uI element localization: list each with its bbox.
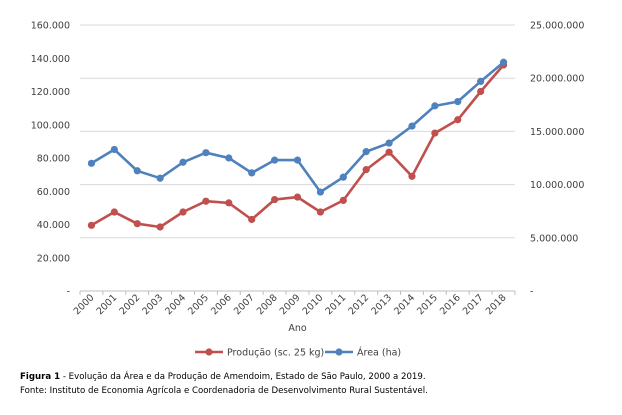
x-tick-label: 2002 xyxy=(117,292,142,317)
x-tick-label: 2018 xyxy=(484,292,509,317)
data-point-producao xyxy=(431,129,439,137)
x-tick-label: 2000 xyxy=(72,292,97,317)
x-tick-label: 2017 xyxy=(461,292,486,317)
left-axis-tick-label: - xyxy=(67,287,70,298)
x-tick-label: 2016 xyxy=(438,292,463,317)
data-point-area xyxy=(454,98,462,106)
right-axis-tick-label: 20.000.000 xyxy=(530,74,584,85)
data-point-producao xyxy=(202,197,210,205)
data-point-area xyxy=(225,154,233,162)
x-tick-label: 2004 xyxy=(163,292,188,317)
left-axis-tick-label: 60.000 xyxy=(37,187,70,198)
data-point-producao xyxy=(87,221,96,229)
data-point-area xyxy=(110,145,118,154)
legend-marker-area xyxy=(335,348,343,356)
data-point-producao xyxy=(477,87,485,96)
x-tick-label: 2007 xyxy=(232,292,257,317)
right-axis-tick-label: 25.000.000 xyxy=(530,21,584,32)
x-tick-label: 2009 xyxy=(278,292,303,317)
data-point-producao xyxy=(454,116,462,124)
data-point-producao xyxy=(156,223,164,231)
x-tick-label: 2005 xyxy=(186,292,211,317)
data-point-producao xyxy=(133,220,141,228)
data-point-producao xyxy=(293,193,302,201)
legend-label-producao: Produção (sc. 25 kg) xyxy=(227,348,324,359)
series-line-area xyxy=(90,61,505,194)
data-point-area xyxy=(179,158,187,166)
data-point-area xyxy=(202,149,210,157)
data-point-area xyxy=(408,122,416,130)
data-point-producao xyxy=(339,196,347,204)
x-tick-label: 2015 xyxy=(415,292,440,317)
source-note: Fonte: Instituto de Economia Agrícola e … xyxy=(20,386,428,396)
x-tick-label: 2011 xyxy=(324,292,349,317)
legend-marker-producao xyxy=(205,348,213,356)
line-chart: - 5.000.000 10.000.000 15.000.000 20.000.000… xyxy=(31,21,585,359)
data-point-area xyxy=(293,156,302,164)
x-tick-label: 2014 xyxy=(392,292,417,317)
x-tick-label: 2010 xyxy=(301,292,326,317)
x-tick-label: 2003 xyxy=(140,292,165,317)
x-tick-label: 2008 xyxy=(255,292,280,317)
x-tick-label: 2012 xyxy=(346,292,371,317)
data-point-producao xyxy=(179,208,187,216)
data-point-producao xyxy=(110,208,118,216)
series-line-producao xyxy=(90,64,505,229)
figure-caption: Figura 1 - Evolução da Área e da Produçã… xyxy=(20,372,426,382)
left-axis-tick-label: 20.000 xyxy=(37,253,70,264)
data-point-area xyxy=(133,167,141,175)
right-axis-tick-label: 15.000.000 xyxy=(530,127,584,138)
x-tick-label: 2001 xyxy=(95,292,120,317)
data-point-producao xyxy=(248,215,256,224)
data-point-area xyxy=(248,169,256,177)
data-point-area xyxy=(385,139,393,147)
right-axis-tick-label: - xyxy=(530,287,533,298)
data-point-producao xyxy=(385,148,393,156)
data-point-producao xyxy=(316,208,324,216)
data-point-area xyxy=(362,148,370,156)
data-point-area xyxy=(87,159,96,167)
x-tick-label: 2013 xyxy=(369,292,394,317)
right-axis-tick-label: 5.000.000 xyxy=(530,233,578,244)
left-axis-tick-label: 40.000 xyxy=(37,220,70,231)
data-point-area xyxy=(477,77,485,85)
data-point-area xyxy=(156,174,164,182)
legend-label-area: Área (ha) xyxy=(357,347,401,359)
data-point-producao xyxy=(408,172,416,180)
left-axis-tick-label: 120.000 xyxy=(31,87,70,98)
data-point-area xyxy=(271,156,279,164)
left-axis-tick-label: 100.000 xyxy=(31,120,70,131)
left-axis-tick-label: 160.000 xyxy=(31,21,70,32)
data-point-producao xyxy=(362,166,370,174)
figure-label: Figura 1 xyxy=(20,372,61,382)
left-axis-tick-label: 140.000 xyxy=(31,54,70,65)
left-axis-tick-label: 80.000 xyxy=(37,154,70,165)
x-tick-label: 2006 xyxy=(209,292,234,317)
data-point-area xyxy=(316,188,324,196)
x-axis-title: Ano xyxy=(288,323,307,334)
right-axis-tick-label: 10.000.000 xyxy=(530,180,584,191)
figure-caption-text: - Evolução da Área e da Produção de Amen… xyxy=(60,372,426,382)
data-point-producao xyxy=(225,199,233,207)
data-point-producao xyxy=(271,195,279,204)
data-point-area xyxy=(431,102,439,110)
data-point-area xyxy=(339,173,347,181)
data-point-area xyxy=(499,58,508,66)
